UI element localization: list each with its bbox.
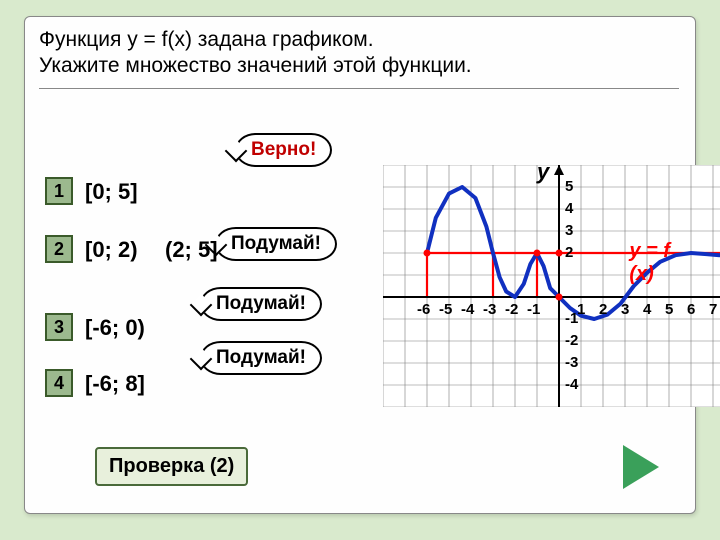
question-line2: Укажите множество значений этой функции.: [39, 54, 472, 77]
question-line1: Функция у = f(x) задана графиком.: [39, 28, 374, 51]
tick-label: -3: [565, 354, 578, 371]
tick-label: 3: [621, 301, 629, 318]
function-chart: [383, 165, 720, 407]
answer-label-1: [0; 5]: [85, 179, 138, 205]
answer-button-2[interactable]: 2: [45, 235, 73, 263]
tick-label: -2: [505, 301, 518, 318]
answer-label-4: [-6; 8]: [85, 371, 145, 397]
tick-label: 6: [687, 301, 695, 318]
y-axis-label: у: [537, 159, 549, 185]
tick-label: 7: [709, 301, 717, 318]
feedback-think-1-text: Подумай!: [231, 233, 321, 254]
answer-label-2: [0; 2): [85, 237, 138, 263]
answer-button-1[interactable]: 1: [45, 177, 73, 205]
tick-label: -6: [417, 301, 430, 318]
tick-label: -4: [461, 301, 474, 318]
tick-label: 2: [599, 301, 607, 318]
tick-label: -2: [565, 332, 578, 349]
feedback-correct-text: Верно!: [251, 139, 316, 160]
next-arrow-icon[interactable]: [623, 445, 659, 489]
feedback-correct: Верно!: [235, 133, 332, 167]
check-button[interactable]: Проверка (2): [95, 447, 248, 486]
answer-label-2-b: (2; 5]: [165, 237, 218, 263]
tick-label: 3: [565, 222, 573, 239]
feedback-think-1: Подумай!: [215, 227, 337, 261]
feedback-think-2-text: Подумай!: [216, 293, 306, 314]
tick-label: -1: [565, 310, 578, 327]
tick-label: -5: [439, 301, 452, 318]
feedback-think-3-text: Подумай!: [216, 347, 306, 368]
slide-card: Функция у = f(x) задана графиком. Укажит…: [24, 16, 696, 514]
answer-button-4[interactable]: 4: [45, 369, 73, 397]
tick-label: 5: [665, 301, 673, 318]
tick-label: -4: [565, 376, 578, 393]
function-label: y = f (x): [629, 240, 695, 286]
tick-label: -1: [527, 301, 540, 318]
tick-label: -3: [483, 301, 496, 318]
check-button-label: Проверка (2): [109, 455, 234, 477]
tick-label: 2: [565, 244, 573, 261]
tick-label: 4: [643, 301, 651, 318]
answer-label-3: [-6; 0): [85, 315, 145, 341]
question-text: Функция у = f(x) задана графиком. Укажит…: [39, 27, 679, 89]
feedback-think-3: Подумай!: [200, 341, 322, 375]
tick-label: 4: [565, 200, 573, 217]
tick-label: 5: [565, 178, 573, 195]
feedback-think-2: Подумай!: [200, 287, 322, 321]
answer-button-3[interactable]: 3: [45, 313, 73, 341]
